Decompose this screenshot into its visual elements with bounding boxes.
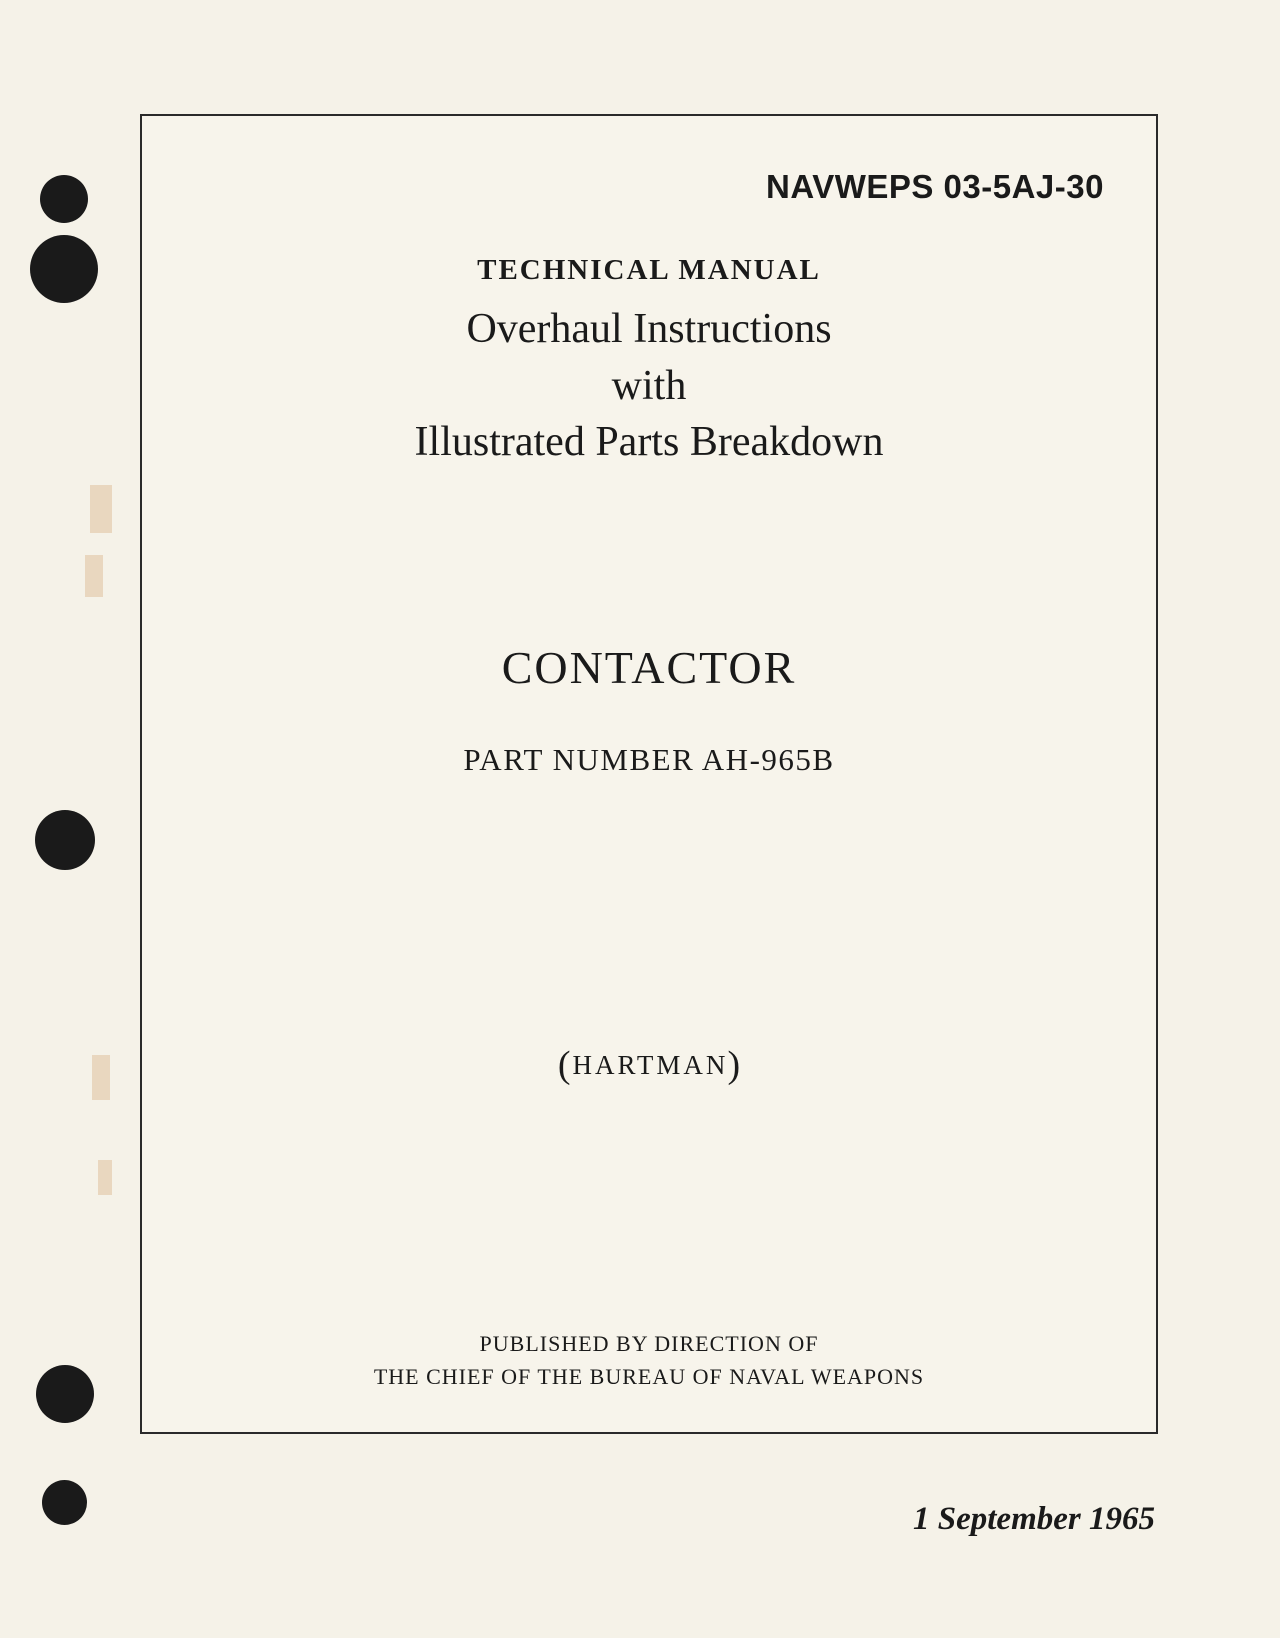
page-stain — [90, 485, 112, 533]
title-line-3: Illustrated Parts Breakdown — [194, 414, 1104, 471]
title-line-2: with — [194, 358, 1104, 415]
punch-hole — [40, 175, 88, 223]
subject-heading: CONTACTOR — [194, 641, 1104, 694]
part-number: PART NUMBER AH-965B — [194, 742, 1104, 778]
publisher-block: PUBLISHED BY DIRECTION OF THE CHIEF OF T… — [194, 1327, 1104, 1393]
document-page: NAVWEPS 03-5AJ-30 TECHNICAL MANUAL Overh… — [0, 0, 1280, 1638]
punch-hole — [35, 810, 95, 870]
punch-hole — [30, 235, 98, 303]
document-type-label: TECHNICAL MANUAL — [194, 254, 1104, 287]
punch-hole — [36, 1365, 94, 1423]
page-stain — [85, 555, 103, 597]
publisher-line-2: THE CHIEF OF THE BUREAU OF NAVAL WEAPONS — [374, 1364, 924, 1389]
punch-hole — [42, 1480, 87, 1525]
title-line-1: Overhaul Instructions — [194, 301, 1104, 358]
content-frame: NAVWEPS 03-5AJ-30 TECHNICAL MANUAL Overh… — [140, 114, 1158, 1434]
manufacturer-name: HARTMAN — [194, 1043, 1104, 1087]
page-stain — [92, 1055, 110, 1100]
publication-date: 1 September 1965 — [913, 1501, 1155, 1538]
page-stain — [98, 1160, 112, 1195]
publisher-line-1: PUBLISHED BY DIRECTION OF — [480, 1331, 819, 1356]
document-number: NAVWEPS 03-5AJ-30 — [194, 168, 1104, 206]
